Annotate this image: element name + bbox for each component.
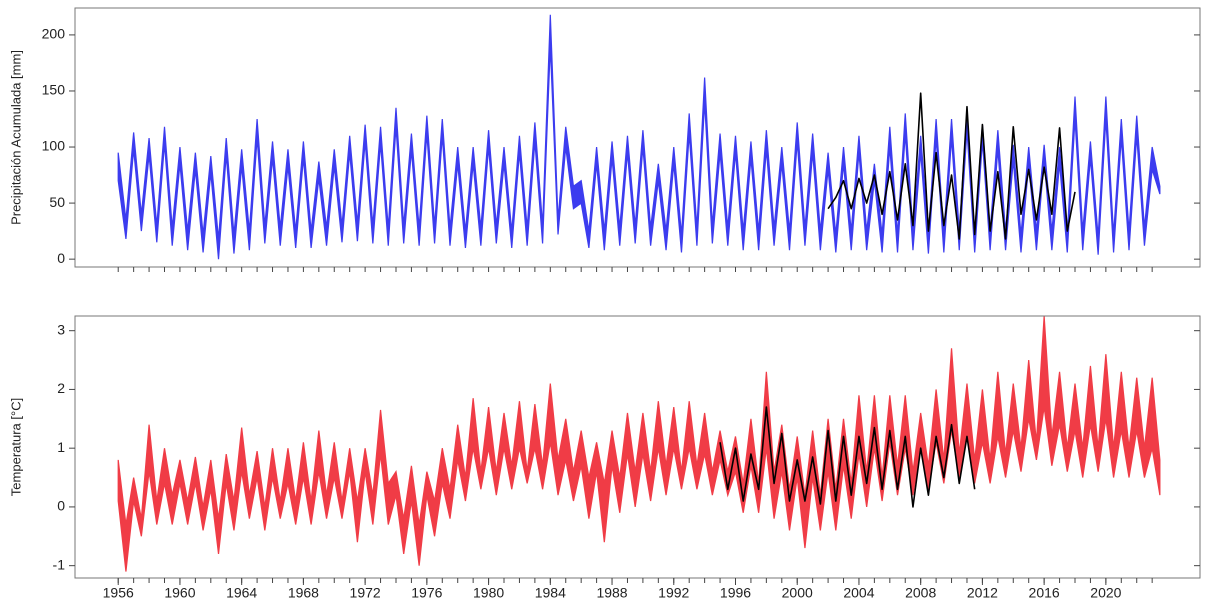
y-tick-label: 0 bbox=[57, 498, 65, 514]
y-tick-label: 0 bbox=[57, 250, 65, 266]
line bbox=[827, 92, 1076, 240]
y-axis-label: Precipitación Acumulada [mm] bbox=[8, 50, 23, 225]
x-tick-label: 1968 bbox=[288, 585, 319, 601]
y-tick-label: 1 bbox=[57, 439, 65, 455]
x-tick-label: 2016 bbox=[1029, 585, 1060, 601]
x-tick-label: 1980 bbox=[473, 585, 504, 601]
plot-frame bbox=[74, 315, 1201, 579]
y-tick-label: 3 bbox=[57, 321, 65, 337]
band-area bbox=[117, 14, 1161, 260]
y-tick-label: 150 bbox=[42, 82, 66, 98]
band-area bbox=[117, 316, 1161, 572]
x-tick-label: 1972 bbox=[350, 585, 381, 601]
x-tick-label: 1992 bbox=[658, 585, 689, 601]
x-tick-label: 1988 bbox=[596, 585, 627, 601]
panel: 0 50 100 150 200 Precipitación Acumulada [mm] bbox=[8, 7, 1201, 272]
y-tick-label: -1 bbox=[53, 556, 66, 572]
y-tick-label: 2 bbox=[57, 380, 65, 396]
x-tick-label: 1976 bbox=[411, 585, 442, 601]
x-tick-label: 1996 bbox=[720, 585, 751, 601]
x-tick-label: 1964 bbox=[226, 585, 257, 601]
y-tick-label: 50 bbox=[49, 194, 65, 210]
x-tick-label: 2012 bbox=[967, 585, 998, 601]
y-tick-label: 200 bbox=[42, 26, 66, 42]
x-tick-label: 2004 bbox=[843, 585, 874, 601]
panel: -1 0 1 2 3 1956 1960 1964 1968 1972 1976 1980 1984 19… bbox=[8, 315, 1201, 601]
line bbox=[719, 406, 976, 508]
y-axis-label: Temperatura [°C] bbox=[8, 398, 23, 496]
x-tick-label: 1984 bbox=[535, 585, 566, 601]
x-tick-label: 2000 bbox=[782, 585, 813, 601]
x-tick-label: 2020 bbox=[1090, 585, 1121, 601]
plot-frame bbox=[74, 7, 1201, 268]
x-tick-label: 1960 bbox=[164, 585, 195, 601]
y-tick-label: 100 bbox=[42, 138, 66, 154]
x-tick-label: 2008 bbox=[905, 585, 936, 601]
x-tick-label: 1956 bbox=[103, 585, 134, 601]
